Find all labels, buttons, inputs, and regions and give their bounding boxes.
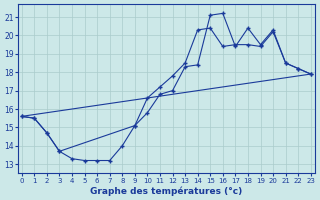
X-axis label: Graphe des températures (°c): Graphe des températures (°c) (90, 186, 242, 196)
